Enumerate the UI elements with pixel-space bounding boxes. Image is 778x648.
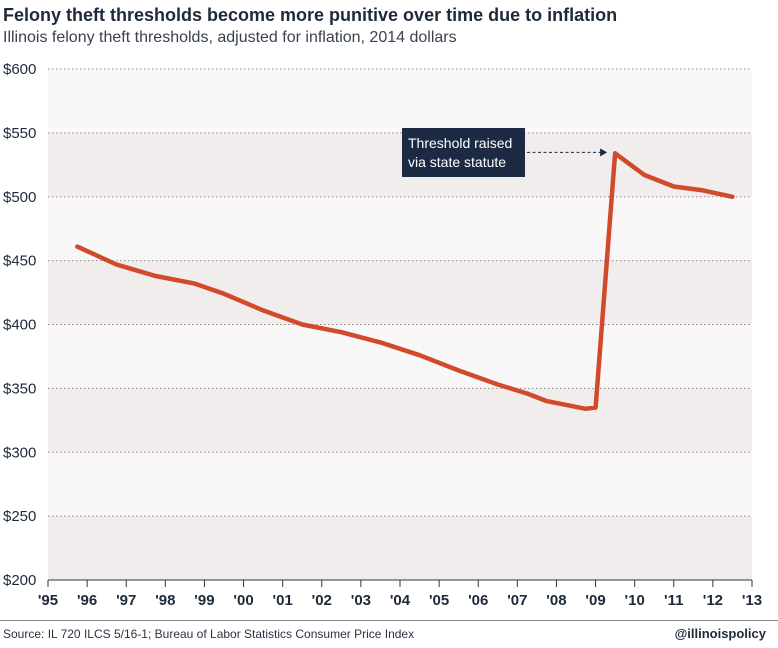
- x-tick-label: '09: [585, 592, 605, 609]
- source-note: Source: IL 720 ILCS 5/16-1; Bureau of La…: [3, 627, 415, 641]
- x-tick-label: '11: [664, 592, 683, 609]
- chart-subtitle: Illinois felony theft thresholds, adjust…: [3, 29, 457, 46]
- x-tick-label: '96: [77, 592, 97, 609]
- plot-band: [48, 132, 752, 197]
- y-axis-ticks: $200 $250 $300 $350 $400 $450 $500 $550 $600: [3, 61, 36, 589]
- x-tick-label: '01: [273, 592, 293, 609]
- x-tick-label: '05: [429, 592, 449, 609]
- plot-band: [48, 452, 752, 517]
- x-tick-label: '12: [703, 592, 723, 609]
- series-points: [77, 153, 733, 409]
- x-tick-label: '97: [116, 592, 136, 609]
- x-tick-label: '95: [38, 592, 58, 609]
- x-tick-label: '06: [468, 592, 488, 609]
- y-tick-label: $600: [3, 61, 36, 78]
- x-tick-label: '98: [155, 592, 175, 609]
- footer-divider: [0, 620, 778, 621]
- y-tick-label: $550: [3, 125, 36, 142]
- y-tick-label: $450: [3, 253, 36, 270]
- annotation-box: [402, 128, 525, 177]
- x-tick-label: '13: [742, 592, 762, 609]
- x-tick-label: '08: [546, 592, 566, 609]
- plot-band: [48, 69, 752, 133]
- chart-title: Felony theft thresholds become more puni…: [3, 5, 618, 25]
- x-tick-label: '03: [351, 592, 371, 609]
- x-tick-label: '04: [390, 592, 411, 609]
- y-tick-label: $200: [3, 572, 36, 589]
- x-tick-label: '07: [507, 592, 527, 609]
- y-tick-label: $350: [3, 380, 36, 397]
- annotation-text: via state statute: [408, 154, 506, 170]
- y-tick-label: $300: [3, 444, 36, 461]
- plot-background-bands: [48, 69, 752, 580]
- y-tick-label: $250: [3, 508, 36, 525]
- plot-band: [48, 324, 752, 389]
- plot-band: [48, 260, 752, 325]
- y-tick-label: $500: [3, 189, 36, 206]
- x-tick-label: '99: [194, 592, 214, 609]
- plot-band: [48, 516, 752, 580]
- annotation-text: Threshold raised: [408, 135, 512, 151]
- annotation: Threshold raised via state statute: [402, 128, 608, 177]
- plot-band: [48, 388, 752, 453]
- line-chart: $200 $250 $300 $350 $400 $450 $500 $550 $600 '95…: [3, 61, 762, 609]
- gridlines: [48, 68, 752, 517]
- annotation-arrowhead: [600, 148, 608, 157]
- x-tick-label: '00: [233, 592, 253, 609]
- x-tick-label: '02: [312, 592, 332, 609]
- y-tick-label: $400: [3, 317, 36, 334]
- social-handle: @illinoispolicy: [674, 626, 766, 641]
- plot-band: [48, 196, 752, 261]
- x-tick-label: '10: [625, 592, 645, 609]
- x-axis-ticks: '95 '96 '97 '98 '99 '00 '01 '02 '03 '04 '05 '06 '07 '…: [38, 580, 762, 609]
